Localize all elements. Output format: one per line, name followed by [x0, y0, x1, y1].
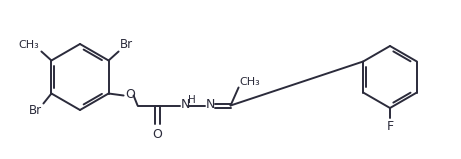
Text: CH₃: CH₃	[19, 41, 40, 51]
Text: CH₃: CH₃	[240, 76, 260, 86]
Text: F: F	[386, 120, 394, 133]
Text: O: O	[125, 88, 136, 101]
Text: Br: Br	[119, 38, 133, 51]
Text: H: H	[188, 94, 195, 104]
Text: N: N	[206, 98, 215, 111]
Text: Br: Br	[30, 104, 42, 118]
Text: N: N	[181, 98, 190, 111]
Text: O: O	[153, 128, 163, 142]
